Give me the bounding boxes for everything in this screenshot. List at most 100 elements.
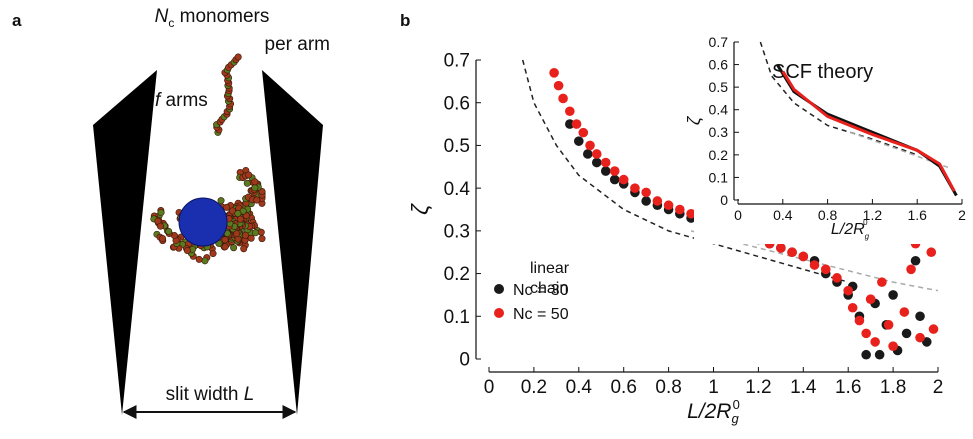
curve-annotation: linear bbox=[530, 260, 570, 277]
label-sup: 0 bbox=[733, 397, 740, 412]
slit-label: slit width L bbox=[166, 384, 255, 405]
label-text: L/2R bbox=[687, 400, 731, 423]
core-bead bbox=[178, 197, 228, 247]
symbol: N bbox=[155, 6, 169, 27]
y-tick-label: 0.4 bbox=[444, 179, 471, 200]
data-point bbox=[809, 260, 820, 270]
monomer bbox=[183, 247, 191, 255]
data-point bbox=[591, 149, 602, 159]
subscript: c bbox=[168, 16, 174, 30]
data-point bbox=[652, 196, 663, 206]
x-tick-label: 0 bbox=[484, 377, 495, 398]
data-point bbox=[910, 255, 921, 266]
inset-background bbox=[694, 32, 971, 244]
data-point bbox=[630, 183, 640, 193]
y-tick-label: 0 bbox=[459, 350, 470, 371]
monomer bbox=[245, 171, 253, 179]
legend-label: Nc = 30 bbox=[513, 282, 569, 299]
x-tick-label: 1.2 bbox=[863, 207, 883, 223]
x-tick-label: 1.4 bbox=[790, 377, 817, 398]
y-axis-label: ζ bbox=[407, 203, 433, 215]
legend-label: Nc = 50 bbox=[513, 306, 569, 323]
monomer bbox=[257, 228, 265, 236]
data-point bbox=[843, 285, 853, 296]
y-tick-label: 0.1 bbox=[709, 169, 729, 185]
monomer bbox=[230, 244, 238, 252]
data-point bbox=[854, 315, 865, 326]
data-point bbox=[565, 106, 575, 117]
x-tick-label: 1.6 bbox=[907, 207, 927, 223]
y-tick-label: 0.5 bbox=[709, 79, 729, 95]
monomer bbox=[217, 197, 225, 205]
x-tick-label: 1.8 bbox=[880, 377, 906, 398]
monomer bbox=[228, 207, 236, 215]
data-point bbox=[798, 251, 809, 262]
panel-label: a bbox=[12, 11, 22, 30]
y-tick-label: 0.3 bbox=[444, 222, 470, 243]
monomer bbox=[253, 196, 261, 204]
data-point bbox=[574, 136, 584, 146]
text: slit width bbox=[166, 384, 244, 405]
data-point bbox=[861, 349, 871, 360]
data-point bbox=[847, 302, 858, 313]
data-point bbox=[591, 157, 602, 168]
data-point bbox=[899, 307, 910, 317]
y-tick-label: 0.2 bbox=[444, 264, 470, 285]
y-tick-label: 0.6 bbox=[709, 56, 729, 72]
arms-label: f arms bbox=[155, 90, 208, 111]
data-point bbox=[901, 328, 912, 339]
illustration: Nc monomers per arm f arms slit width L bbox=[93, 6, 330, 419]
monomer bbox=[165, 227, 173, 235]
data-point bbox=[571, 119, 582, 129]
data-point bbox=[776, 243, 786, 253]
monomer bbox=[156, 222, 164, 230]
data-point bbox=[618, 174, 629, 185]
y-tick-label: 0.2 bbox=[709, 147, 729, 163]
data-point bbox=[865, 294, 876, 305]
legend-marker bbox=[494, 308, 504, 318]
label-sub: g bbox=[731, 411, 739, 426]
x-tick-label: 0 bbox=[734, 207, 742, 223]
x-tick-label: 1.2 bbox=[745, 377, 771, 398]
symbol: L bbox=[244, 384, 255, 405]
data-point bbox=[888, 290, 898, 300]
data-point bbox=[663, 200, 674, 211]
panel-label: b bbox=[400, 11, 410, 30]
label-text: L/2R bbox=[831, 221, 865, 238]
data-point bbox=[609, 166, 620, 176]
monomer bbox=[157, 209, 165, 217]
x-tick-label: 0.8 bbox=[655, 377, 681, 398]
data-point bbox=[600, 157, 611, 168]
data-point bbox=[874, 349, 885, 360]
data-point bbox=[578, 127, 589, 138]
y-axis-label: ζ bbox=[684, 115, 704, 125]
y-tick-label: 0.5 bbox=[444, 136, 470, 157]
monomer bbox=[247, 234, 255, 242]
x-tick-label: 0.6 bbox=[610, 377, 636, 398]
x-tick-label: 2 bbox=[933, 377, 944, 398]
symbol: f bbox=[155, 90, 162, 111]
data-point bbox=[915, 311, 925, 322]
data-point bbox=[906, 264, 916, 275]
data-point bbox=[565, 119, 575, 129]
theory-curve bbox=[521, 59, 849, 283]
monomer bbox=[258, 235, 266, 243]
monomer bbox=[251, 184, 259, 192]
monomer bbox=[236, 215, 244, 223]
series-line bbox=[781, 70, 956, 192]
data-point bbox=[675, 204, 685, 215]
monomer bbox=[243, 179, 251, 187]
monomer bbox=[221, 236, 229, 244]
data-point bbox=[641, 196, 651, 206]
y-tick-label: 0.6 bbox=[444, 93, 470, 114]
monomer bbox=[234, 53, 242, 61]
data-point bbox=[787, 247, 797, 258]
arm-label: per arm bbox=[265, 34, 330, 55]
data-point bbox=[582, 149, 593, 159]
data-point bbox=[641, 187, 651, 198]
monomer bbox=[241, 231, 249, 239]
series-line bbox=[759, 41, 918, 156]
y-tick-label: 0.3 bbox=[709, 124, 729, 140]
data-point bbox=[585, 140, 595, 151]
